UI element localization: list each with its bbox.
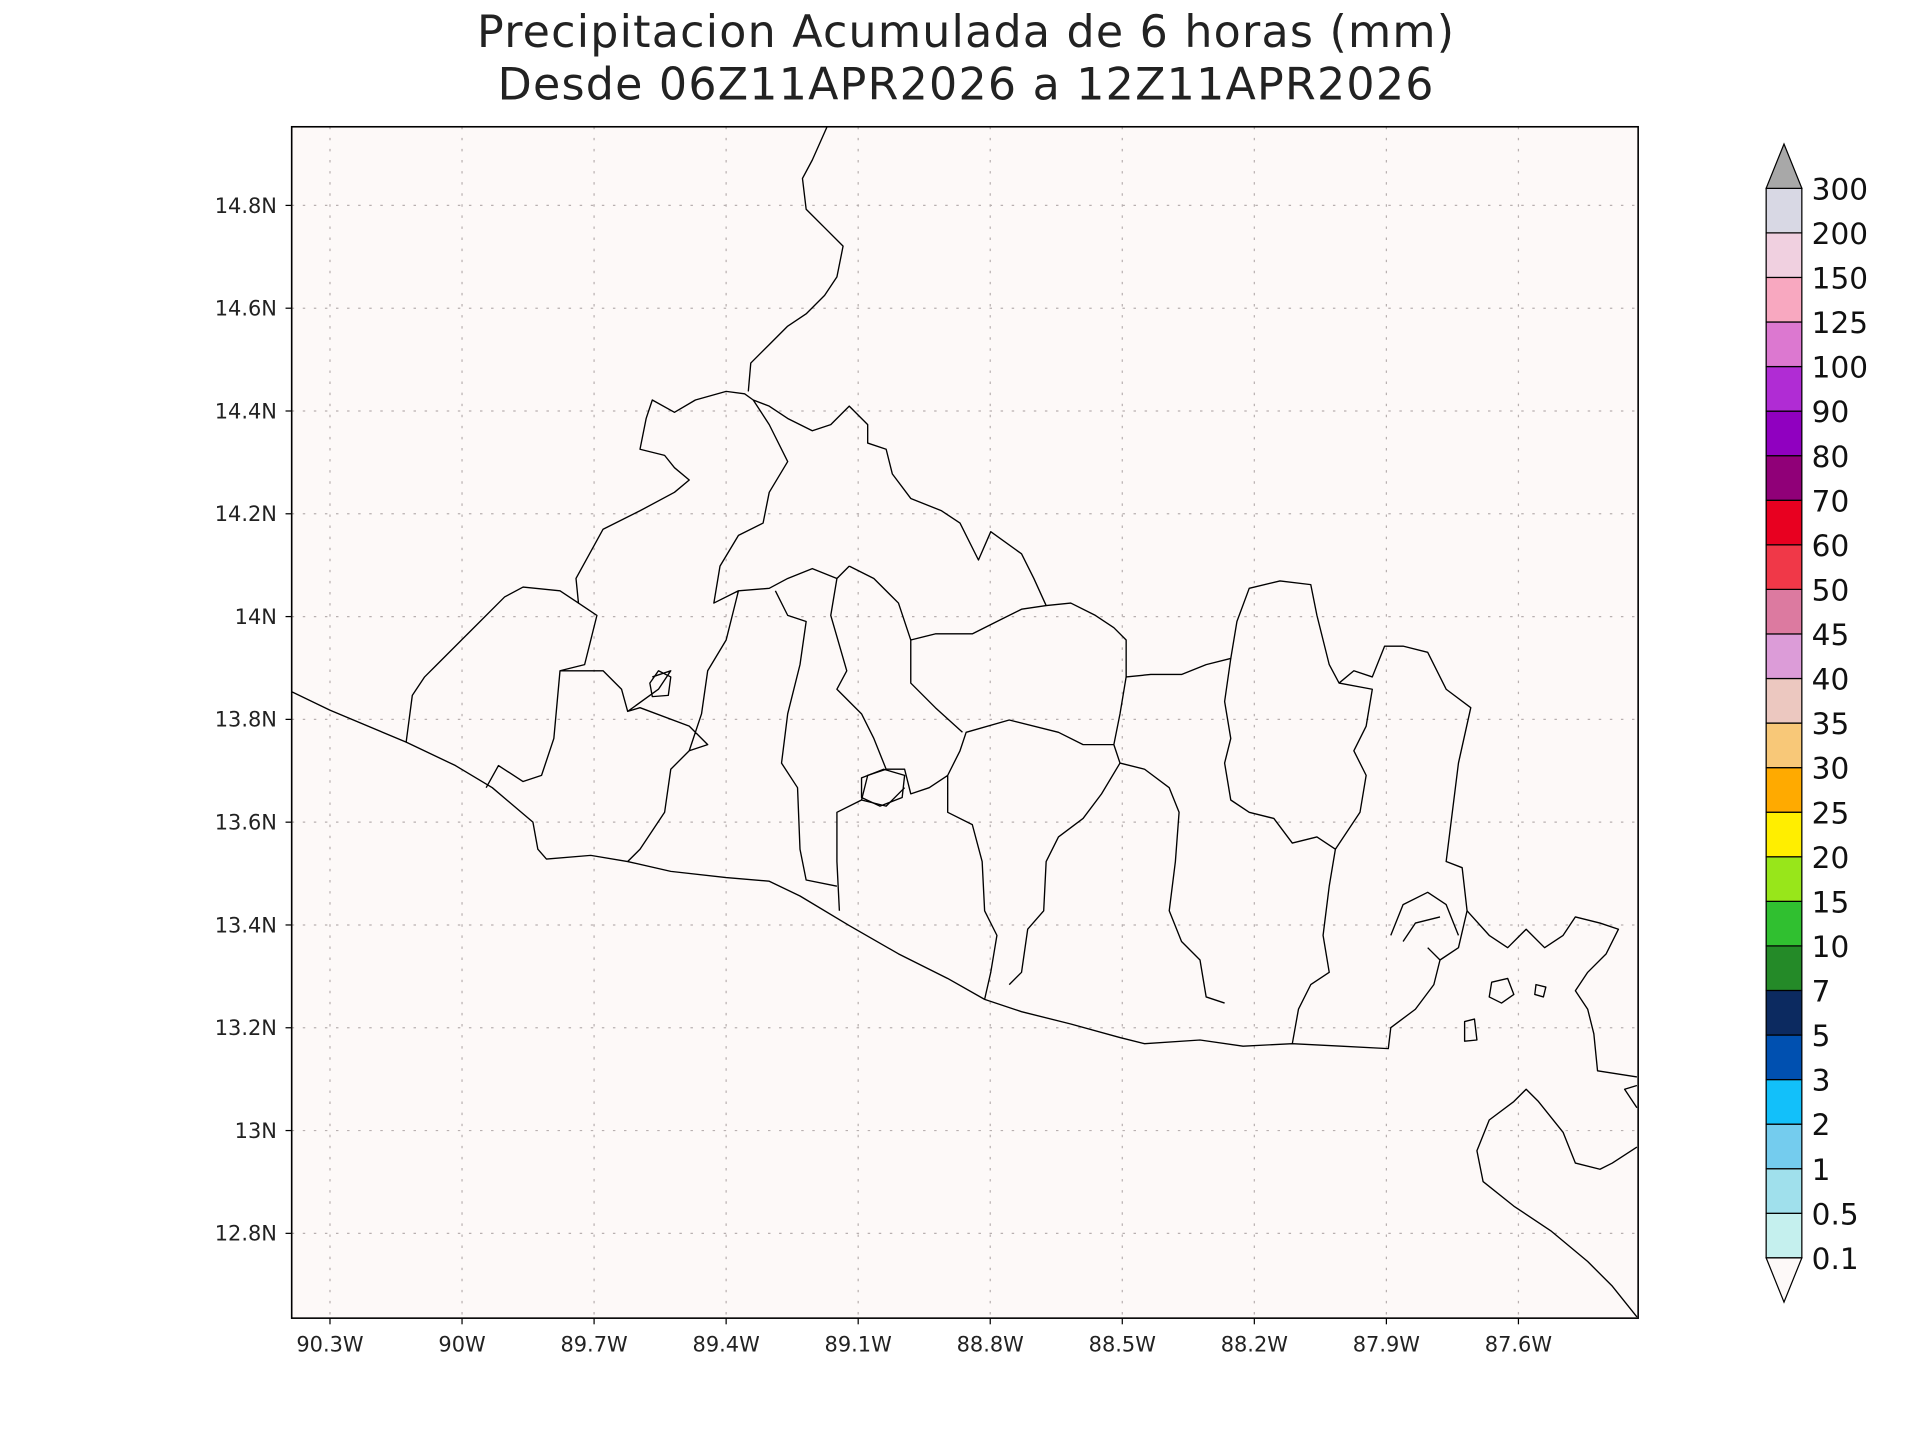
colorbar-level-label: 15 — [1812, 885, 1850, 919]
map-background — [291, 126, 1639, 1319]
lat-tick-label: 13.2N — [215, 1016, 277, 1040]
colorbar-swatch — [1765, 856, 1803, 902]
colorbar-level-label: 125 — [1812, 306, 1868, 340]
colorbar-level-label: 40 — [1812, 663, 1850, 697]
colorbar-level-label: 10 — [1812, 930, 1850, 964]
colorbar-swatch — [1765, 767, 1803, 813]
colorbar-swatch — [1765, 811, 1803, 858]
lat-tick-label: 14N — [235, 605, 277, 629]
lon-tick-label: 88.5W — [1089, 1332, 1156, 1356]
lat-tick-label: 13N — [235, 1119, 277, 1143]
colorbar-level-label: 0.5 — [1812, 1197, 1859, 1231]
colorbar-level-label: 100 — [1812, 351, 1868, 385]
colorbar-swatch — [1765, 455, 1803, 501]
lon-tick-label: 89.1W — [825, 1332, 892, 1356]
map-frame — [290, 125, 1639, 1319]
lon-tick-label: 90W — [438, 1332, 485, 1356]
lon-tick-label: 89.7W — [560, 1332, 627, 1356]
axis-ticks: 90.3W 90W 89.7W 89.4W 89.1W 88.8W 88.5W 88.2W 87… — [215, 194, 1552, 1357]
colorbar-level-label: 45 — [1812, 618, 1850, 652]
colorbar-level-label: 1 — [1812, 1153, 1831, 1187]
colorbar-swatch — [1765, 1212, 1803, 1259]
colorbar-level-label: 7 — [1812, 975, 1831, 1009]
colorbar-swatch — [1765, 677, 1803, 724]
colorbar-over-arrow — [1765, 142, 1803, 189]
colorbar-swatch — [1765, 276, 1803, 323]
country-border-el-salvador — [405, 390, 1472, 961]
lon-tick-label: 88.8W — [957, 1332, 1024, 1356]
colorbar-level-label: 300 — [1812, 172, 1868, 206]
colorbar-level-label: 90 — [1812, 395, 1850, 429]
lat-tick-label: 13.8N — [215, 708, 277, 732]
lat-tick-label: 13.6N — [215, 811, 277, 835]
lake-coatepeque — [649, 670, 672, 698]
colorbar-level-label: 3 — [1812, 1064, 1831, 1098]
title-line-1: Precipitacion Acumulada de 6 horas (mm) — [477, 7, 1455, 58]
colorbar-level-label: 20 — [1812, 841, 1850, 875]
colorbar-level-label: 5 — [1812, 1019, 1831, 1053]
lon-tick-label: 88.2W — [1221, 1332, 1288, 1356]
country-border-guatemala-honduras — [747, 126, 844, 392]
colorbar-level-label: 70 — [1812, 484, 1850, 518]
lat-tick-label: 14.6N — [215, 297, 277, 321]
colorbar-level-label: 80 — [1812, 440, 1850, 474]
lat-tick-label: 14.4N — [215, 399, 277, 423]
colorbar-swatch — [1765, 1168, 1803, 1214]
colorbar: 0.10.51235710152025303540455060708090100… — [1765, 142, 1868, 1304]
lat-tick-label: 13.4N — [215, 913, 277, 937]
nicaragua-honduras-coast — [1466, 910, 1638, 1318]
lat-tick-label: 14.2N — [215, 502, 277, 526]
lon-tick-label: 90.3W — [296, 1332, 363, 1356]
lon-tick-label: 87.9W — [1353, 1332, 1420, 1356]
colorbar-swatch — [1765, 633, 1803, 680]
colorbar-level-label: 35 — [1812, 707, 1850, 741]
lat-tick-label: 12.8N — [215, 1222, 277, 1246]
colorbar-swatch — [1765, 321, 1803, 368]
colorbar-swatch — [1765, 365, 1803, 412]
map-boundaries — [291, 126, 1638, 1318]
colorbar-swatch — [1765, 187, 1803, 234]
gulf-islands — [1390, 891, 1547, 1042]
colorbar-swatch — [1765, 900, 1803, 947]
colorbar-swatch — [1765, 410, 1803, 457]
colorbar-level-label: 25 — [1812, 796, 1850, 830]
colorbar-level-label: 60 — [1812, 529, 1850, 563]
colorbar-swatch — [1765, 588, 1803, 635]
lon-tick-label: 89.4W — [693, 1332, 760, 1356]
colorbar-swatch — [1765, 232, 1803, 279]
colorbar-swatch — [1765, 1078, 1803, 1125]
department-borders — [485, 399, 1373, 1044]
colorbar-level-label: 0.1 — [1812, 1242, 1859, 1276]
colorbar-level-label: 200 — [1812, 217, 1868, 251]
colorbar-under-arrow — [1765, 1257, 1803, 1304]
colorbar-swatch — [1765, 1034, 1803, 1081]
lon-tick-label: 87.6W — [1485, 1332, 1552, 1356]
colorbar-level-label: 2 — [1812, 1108, 1831, 1142]
colorbar-level-label: 50 — [1812, 573, 1850, 607]
lat-tick-label: 14.8N — [215, 194, 277, 218]
colorbar-level-label: 30 — [1812, 752, 1850, 786]
colorbar-swatch — [1765, 544, 1803, 590]
colorbar-level-label: 150 — [1812, 262, 1868, 296]
colorbar-swatch — [1765, 989, 1803, 1036]
lake-ilopango — [860, 768, 906, 807]
colorbar-swatch — [1765, 499, 1803, 546]
coastline — [291, 691, 1441, 1050]
colorbar-swatch — [1765, 945, 1803, 992]
title-line-2: Desde 06Z11APR2026 a 12Z11APR2026 — [498, 60, 1435, 111]
colorbar-swatch — [1765, 722, 1803, 769]
colorbar-swatch — [1765, 1123, 1803, 1170]
